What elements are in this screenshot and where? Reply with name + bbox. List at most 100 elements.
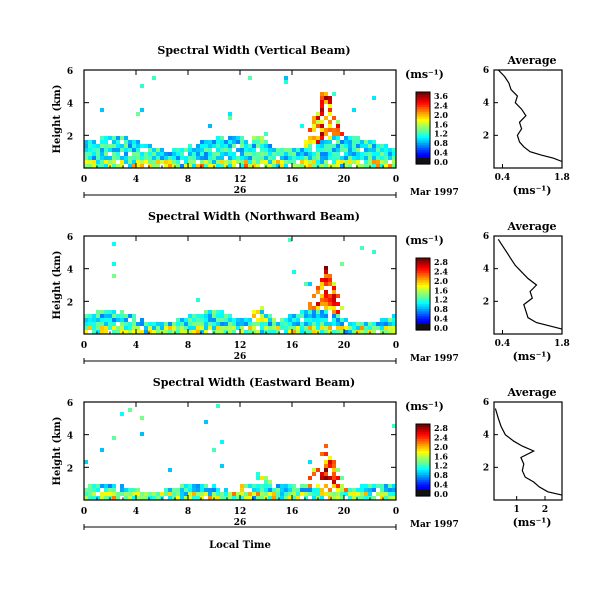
heatmap-cell [212, 322, 216, 326]
heatmap-cell [192, 322, 196, 326]
heatmap-cell [144, 326, 148, 330]
heatmap-cell [212, 310, 216, 314]
heatmap-cell [112, 156, 116, 160]
heatmap-cell [304, 160, 308, 164]
heatmap-cell [332, 148, 336, 152]
profile-y-tick-label: 6 [483, 66, 489, 76]
heatmap-cell [104, 148, 108, 152]
heatmap-cell [272, 156, 276, 160]
heatmap-cell [388, 148, 392, 152]
heatmap-cell [156, 156, 160, 160]
heatmap-cell [228, 318, 232, 322]
heatmap-cell [84, 322, 88, 326]
heatmap-cell [352, 136, 356, 140]
heatmap-cell [124, 488, 128, 492]
heatmap-cell [328, 156, 332, 160]
heatmap-cell [276, 488, 280, 492]
heatmap-cell [248, 330, 252, 334]
heatmap-cell [104, 144, 108, 148]
heatmap-cell [388, 322, 392, 326]
heatmap-cell [136, 488, 140, 492]
heatmap-cell [364, 484, 368, 488]
colorbar-swatch [416, 284, 430, 288]
heatmap-cell [252, 322, 256, 326]
colorbar-swatch [416, 301, 430, 305]
heatmap-cell [156, 322, 160, 326]
heatmap-cell [324, 144, 328, 148]
heatmap-cell [160, 492, 164, 496]
heatmap-cell [216, 160, 220, 164]
heatmap-cell [328, 298, 332, 302]
colorbar-swatch [416, 130, 430, 134]
heatmap-cell [244, 164, 248, 168]
heatmap-cell [312, 156, 316, 160]
heatmap-cell [324, 322, 328, 326]
heatmap-cell [308, 476, 312, 480]
heatmap-cell [124, 136, 128, 140]
heatmap-cell [192, 484, 196, 488]
heatmap-cell [88, 326, 92, 330]
profile-y-tick-label: 2 [483, 131, 489, 141]
heatmap-cell [368, 484, 372, 488]
heatmap-cell [216, 322, 220, 326]
day-label: 26 [234, 518, 247, 528]
x-tick-label: 16 [286, 175, 299, 185]
heatmap-cell [128, 160, 132, 164]
colorbar-unit: (ms⁻¹) [405, 68, 444, 81]
heatmap-cell [104, 496, 108, 500]
profile-y-tick-label: 4 [483, 431, 489, 441]
heatmap-cell [336, 318, 340, 322]
heatmap-cell [372, 156, 376, 160]
heatmap-cell [116, 318, 120, 322]
heatmap-cell [148, 322, 152, 326]
heatmap-cell [360, 322, 364, 326]
heatmap-cell [308, 492, 312, 496]
heatmap-cell [96, 156, 100, 160]
heatmap-cell [348, 496, 352, 500]
colorbar-swatch [416, 104, 430, 107]
heatmap-cell [364, 322, 368, 326]
panel-2: Spectral Width (Eastward Beam)0 4 8 12 16 20 0… [52, 376, 563, 530]
heatmap-cell [376, 326, 380, 330]
heatmap-cell [180, 156, 184, 160]
colorbar-swatch [416, 426, 430, 430]
heatmap-cell [92, 492, 96, 496]
heatmap-cell [108, 310, 112, 314]
heatmap-cell [332, 314, 336, 318]
heatmap-cell [220, 440, 224, 444]
heatmap-cell [332, 290, 336, 294]
heatmap-cell [312, 164, 316, 168]
heatmap-cell [380, 492, 384, 496]
heatmap-cell [320, 318, 324, 322]
heatmap-cell [264, 318, 268, 322]
heatmap-cell [180, 322, 184, 326]
heatmap-cell [272, 488, 276, 492]
heatmap-cell [332, 318, 336, 322]
profile-x-label: (ms⁻¹) [513, 184, 552, 197]
heatmap-cell [192, 330, 196, 334]
heatmap-cell [328, 104, 332, 108]
heatmap-cell [144, 496, 148, 500]
heatmap-cell [328, 326, 332, 330]
profile-title: Average [506, 386, 556, 399]
heatmap-cell [216, 314, 220, 318]
heatmap-cell [360, 484, 364, 488]
colorbar-swatch [416, 306, 430, 309]
heatmap-cell [224, 314, 228, 318]
heatmap-cell [144, 322, 148, 326]
heatmap-cell [324, 92, 328, 96]
colorbar-swatch [416, 258, 430, 261]
heatmap-cell [120, 484, 124, 488]
heatmap-cell [340, 496, 344, 500]
heatmap-cell [100, 160, 104, 164]
colorbar-swatch [416, 142, 430, 146]
colorbar-tick-label: 1.6 [434, 451, 448, 461]
heatmap-cell [136, 326, 140, 330]
heatmap-cell [304, 326, 308, 330]
heatmap-cell [188, 318, 192, 322]
heatmap-cell [312, 318, 316, 322]
heatmap-cell [172, 492, 176, 496]
heatmap-cell [172, 156, 176, 160]
heatmap-cell [96, 310, 100, 314]
heatmap-cell [296, 330, 300, 334]
